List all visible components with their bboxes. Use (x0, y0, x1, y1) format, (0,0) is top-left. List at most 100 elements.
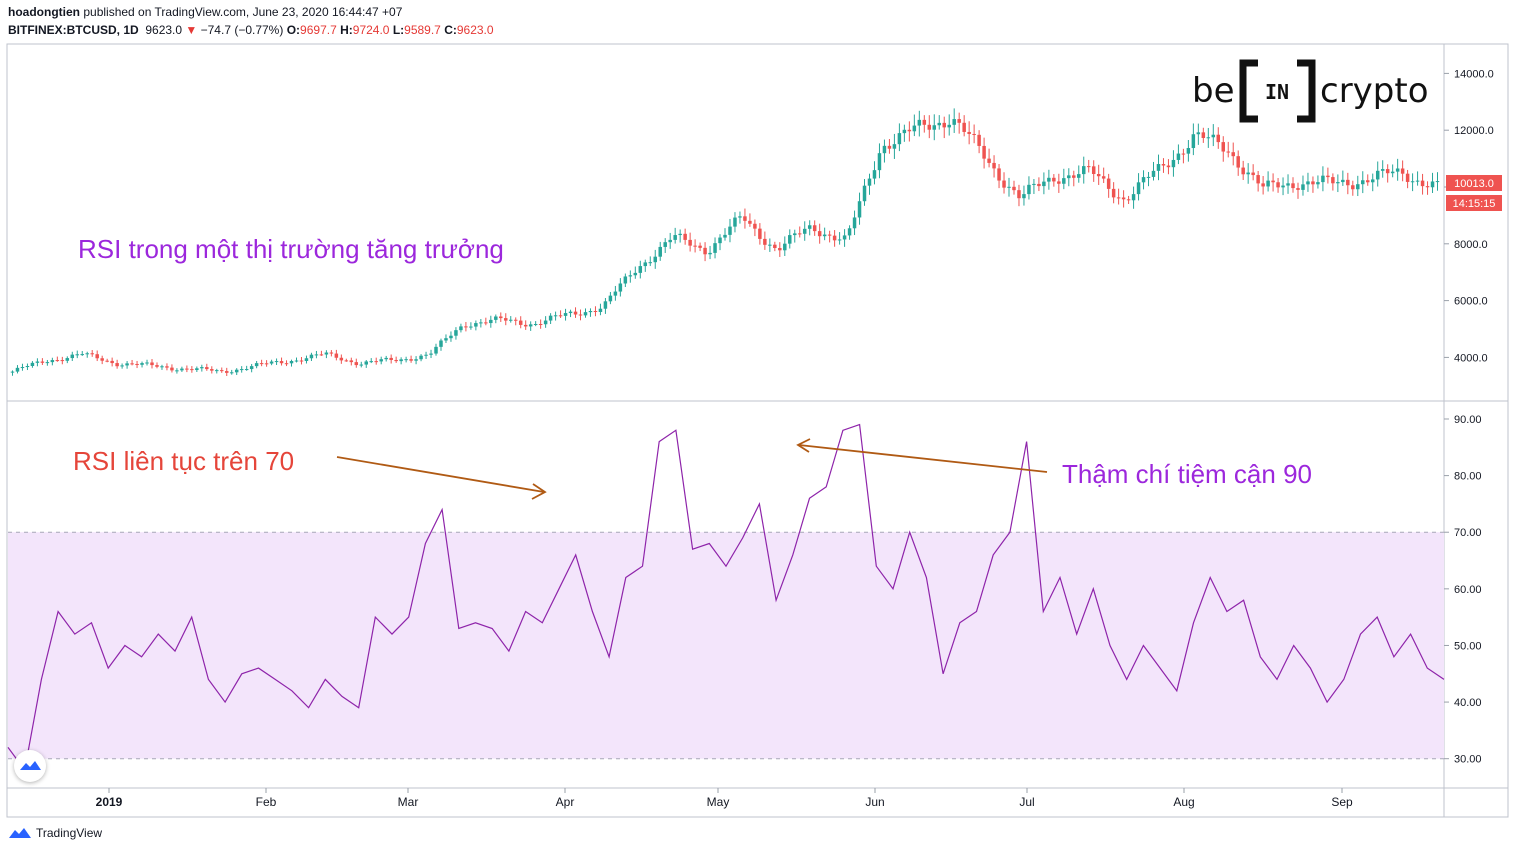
candle-body (195, 368, 199, 371)
candle-body (862, 185, 867, 202)
candle-body (857, 201, 862, 218)
candle-body (75, 354, 80, 356)
candle-body (922, 119, 927, 125)
candle-body (369, 361, 373, 363)
candle-body (578, 314, 583, 316)
candle-body (1326, 175, 1330, 178)
candle-body (1370, 179, 1375, 183)
candle-body (170, 367, 174, 371)
tradingview-cloud-icon (20, 761, 41, 770)
candle-body (70, 354, 75, 359)
candle-body (160, 366, 164, 368)
candle-body (1171, 159, 1176, 168)
candle-body (822, 234, 827, 237)
candle-body (454, 330, 458, 336)
candle-body (165, 366, 169, 368)
author[interactable]: hoadongtien (8, 5, 80, 19)
time-tick-label: Aug (1173, 795, 1194, 809)
candle-body (867, 178, 872, 186)
tradingview-badge[interactable] (14, 750, 46, 782)
candle-body (1400, 168, 1405, 174)
candle-body (1271, 180, 1275, 183)
candle-body (284, 363, 289, 365)
candle-body (344, 360, 349, 362)
candle-body (952, 119, 956, 125)
candle-body (812, 225, 817, 232)
candle-body (469, 326, 473, 328)
rsi-tick-label: 70.00 (1454, 527, 1482, 539)
candle-body (1366, 180, 1370, 183)
candle-body (723, 234, 727, 238)
candle-body (1161, 164, 1166, 166)
candle-body (1316, 182, 1320, 185)
candle-body (85, 353, 89, 355)
candle-body (668, 239, 672, 243)
candle-body (449, 335, 453, 339)
candle-body (234, 369, 239, 373)
time-tick-label: May (707, 795, 730, 809)
candle-body (50, 360, 55, 363)
candle-body (319, 354, 324, 356)
arrow-left-icon (796, 438, 1048, 473)
publish-info: hoadongtien published on TradingView.com… (8, 5, 402, 19)
annotation-near-90: Thậm chí tiệm cận 90 (1062, 459, 1312, 489)
candle-body (1146, 176, 1151, 178)
candle-body (115, 363, 119, 367)
footer: TradingView (8, 826, 102, 840)
candle-body (678, 233, 682, 236)
candle-body (1261, 183, 1265, 187)
candle-body (693, 245, 697, 247)
candle-body (877, 153, 882, 171)
candle-body (1027, 184, 1031, 195)
candle-body (1351, 185, 1355, 190)
candle-body (738, 216, 742, 218)
candle-body (155, 365, 159, 367)
candle-body (553, 315, 558, 317)
candle-body (309, 354, 314, 359)
candle-body (1321, 175, 1325, 183)
candle-body (628, 275, 633, 277)
candle-body (404, 359, 408, 361)
logo-be: be (1192, 71, 1235, 111)
candle-body (683, 233, 687, 240)
rsi-tick-label: 50.00 (1454, 640, 1482, 652)
candle-body (658, 246, 662, 257)
candles (10, 108, 1440, 377)
candle-body (1186, 148, 1191, 154)
candle-body (334, 353, 339, 358)
rsi-tick-label: 30.00 (1454, 754, 1482, 766)
candle-body (190, 369, 194, 371)
candle-body (244, 369, 249, 371)
symbol-label: BITFINEX:BTCUSD, 1D (8, 23, 139, 37)
candle-body (778, 248, 782, 251)
candle-body (185, 368, 189, 370)
candle-body (419, 355, 423, 360)
time-tick-label: 2019 (96, 795, 123, 809)
candle-body (1241, 167, 1245, 175)
candle-body (389, 357, 393, 360)
candle-body (1057, 181, 1061, 184)
candle-body (942, 122, 946, 128)
candle-body (224, 371, 229, 373)
candle-body (1047, 177, 1051, 182)
footer-brand[interactable]: TradingView (36, 826, 103, 840)
candle-body (105, 360, 109, 362)
candle-body (598, 308, 603, 312)
candle-body (1415, 180, 1420, 182)
candle-body (1131, 194, 1136, 201)
candle-body (907, 129, 912, 132)
candle-body (1425, 186, 1430, 188)
time-tick-label: Feb (256, 795, 277, 809)
candle-body (414, 359, 418, 361)
candle-body (175, 370, 179, 372)
candle-body (1211, 134, 1216, 138)
candle-body (802, 228, 807, 234)
candle-body (648, 262, 653, 264)
candle-body (518, 320, 523, 325)
candle-body (1286, 183, 1290, 186)
candle-body (613, 291, 618, 296)
candle-body (783, 243, 787, 251)
candle-body (1106, 178, 1111, 189)
